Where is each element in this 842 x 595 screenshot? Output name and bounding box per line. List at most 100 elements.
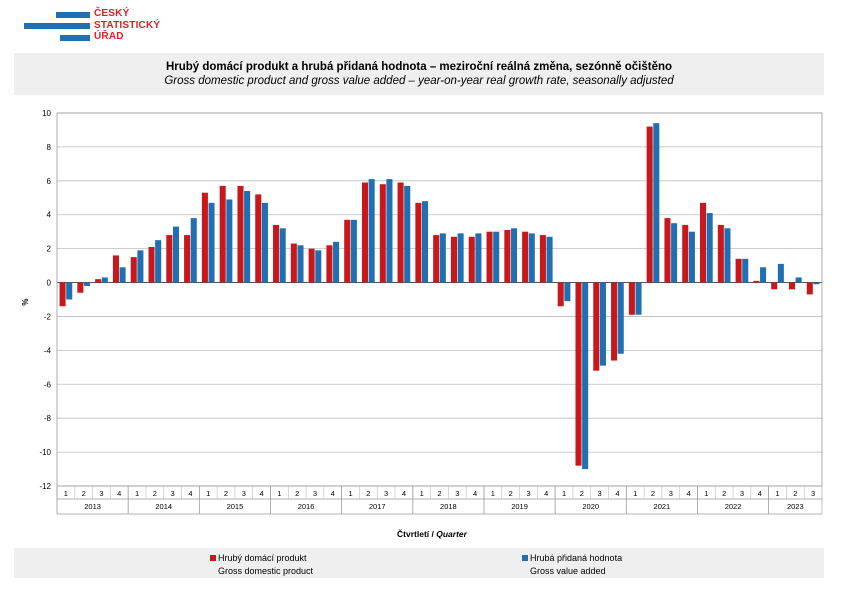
quarter-tick-label: 2	[509, 489, 513, 498]
bar-gva	[564, 282, 571, 302]
bar-gdp	[290, 243, 297, 283]
year-tick-label: 2021	[654, 502, 671, 511]
year-tick-label: 2014	[155, 502, 172, 511]
bar-gva	[582, 282, 589, 470]
logo-bar-2	[24, 23, 90, 29]
chart-subtitle: Gross domestic product and gross value a…	[164, 75, 674, 87]
bar-gva	[119, 267, 126, 283]
legend-label-gva-en: Gross value added	[530, 566, 606, 576]
y-tick-label: -2	[44, 312, 52, 321]
quarter-tick-label: 2	[437, 489, 441, 498]
bar-gdp	[344, 219, 351, 283]
bar-gdp	[664, 218, 671, 283]
y-tick-label: 8	[47, 143, 52, 152]
y-tick-label: -10	[39, 448, 51, 457]
bar-gdp	[148, 246, 155, 283]
quarter-tick-label: 2	[82, 489, 86, 498]
bar-gdp	[184, 235, 191, 283]
czso-logo: ČESKÝ STATISTICKÝ ÚŘAD	[24, 8, 174, 44]
y-tick-label: 4	[47, 211, 52, 220]
quarter-tick-label: 1	[420, 489, 424, 498]
bar-gva	[706, 213, 713, 283]
legend-swatch-gdp	[210, 555, 216, 561]
bar-gdp	[788, 282, 796, 290]
bar-gva	[795, 277, 802, 283]
bar-gdp	[237, 185, 244, 283]
bar-gdp	[806, 282, 813, 295]
quarter-tick-label: 4	[331, 489, 335, 498]
quarter-tick-label: 4	[686, 489, 690, 498]
bar-gva	[244, 190, 251, 283]
quarter-tick-label: 3	[99, 489, 103, 498]
bar-gva	[422, 201, 429, 283]
bar-gdp	[112, 255, 119, 283]
bar-gdp	[468, 236, 475, 283]
bar-gva	[226, 199, 233, 283]
x-axis-label-en: Quarter	[436, 529, 467, 539]
quarter-tick-label: 1	[348, 489, 352, 498]
bar-gva	[457, 233, 464, 283]
legend-label-gdp: Hrubý domácí produkt	[218, 553, 307, 563]
bar-gdp	[646, 126, 653, 283]
year-tick-label: 2020	[582, 502, 599, 511]
quarter-tick-label: 4	[473, 489, 477, 498]
bar-gva	[493, 231, 500, 283]
bar-gva	[297, 245, 304, 283]
quarter-tick-label: 3	[598, 489, 602, 498]
bar-gdp	[700, 202, 707, 283]
bar-gdp	[522, 231, 529, 283]
year-tick-label: 2013	[84, 502, 101, 511]
quarter-tick-label: 2	[793, 489, 797, 498]
quarter-tick-label: 1	[633, 489, 637, 498]
bar-gva	[813, 282, 820, 285]
bar-gdp	[59, 282, 66, 307]
bar-gva	[137, 250, 144, 283]
bar-gdp	[433, 235, 440, 283]
bar-gva	[386, 179, 393, 283]
bar-gva	[760, 267, 767, 283]
bar-gva	[208, 202, 215, 283]
quarter-tick-label: 3	[669, 489, 673, 498]
quarter-tick-label: 4	[758, 489, 762, 498]
quarter-tick-label: 1	[704, 489, 708, 498]
bar-gdp	[486, 231, 493, 283]
quarter-tick-label: 1	[562, 489, 566, 498]
legend: Hrubý domácí produkt Gross domestic prod…	[14, 548, 824, 578]
y-tick-label: 6	[47, 177, 52, 186]
bar-gva	[333, 241, 340, 283]
y-tick-label: -8	[44, 414, 52, 423]
bar-gdp	[201, 192, 208, 283]
quarter-tick-label: 3	[384, 489, 388, 498]
quarter-tick-label: 3	[171, 489, 175, 498]
bar-gva	[439, 233, 446, 283]
quarter-tick-label: 2	[580, 489, 584, 498]
year-tick-label: 2023	[787, 502, 804, 511]
bar-gva	[190, 218, 197, 283]
logo-bar-1	[56, 12, 90, 18]
bar-gdp	[611, 282, 618, 361]
bar-gva	[66, 282, 73, 300]
bar-gdp	[628, 282, 635, 315]
quarter-tick-label: 1	[64, 489, 68, 498]
quarter-tick-label: 2	[224, 489, 228, 498]
bar-gdp	[326, 245, 333, 283]
bar-gdp	[593, 282, 600, 371]
quarter-tick-label: 3	[242, 489, 246, 498]
bar-gva	[510, 228, 518, 283]
chart-title: Hrubý domácí produkt a hrubá přidaná hod…	[165, 61, 673, 73]
logo-bar-3	[60, 35, 90, 41]
legend-label-gva: Hrubá přidaná hodnota	[530, 553, 623, 563]
bar-gdp	[682, 224, 689, 283]
bar-gva	[368, 179, 375, 283]
year-tick-label: 2016	[298, 502, 315, 511]
y-tick-label: -6	[44, 380, 52, 389]
quarter-tick-label: 4	[402, 489, 406, 498]
bar-gdp	[735, 258, 742, 283]
bar-gdp	[450, 236, 457, 283]
bar-gva	[261, 202, 268, 283]
bar-gva	[279, 228, 286, 283]
quarter-tick-label: 4	[544, 489, 548, 498]
quarter-tick-label: 2	[722, 489, 726, 498]
quarter-tick-label: 3	[811, 489, 815, 498]
year-tick-label: 2017	[369, 502, 386, 511]
